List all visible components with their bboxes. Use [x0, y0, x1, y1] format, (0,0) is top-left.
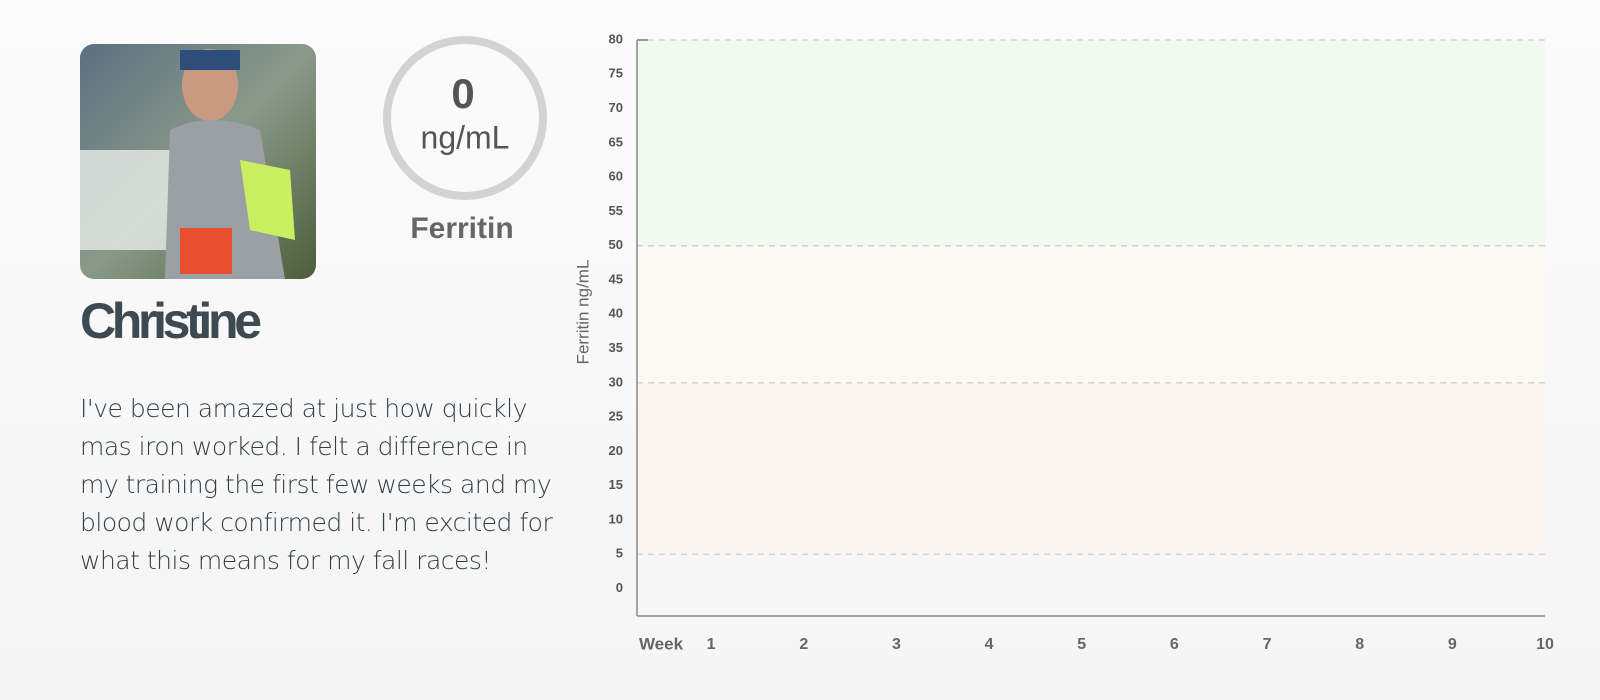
x-axis-label: Week — [639, 634, 684, 653]
range-band — [637, 40, 1545, 246]
y-tick-label: 25 — [609, 409, 623, 424]
range-band — [637, 245, 1545, 383]
x-tick-label: 9 — [1448, 636, 1457, 653]
y-tick-label: 40 — [609, 306, 623, 321]
y-tick-label: 10 — [609, 511, 623, 526]
y-tick-label: 15 — [609, 477, 623, 492]
x-tick-label: 3 — [892, 636, 901, 653]
y-tick-label: 75 — [609, 66, 623, 81]
y-tick-label: 20 — [609, 443, 623, 458]
y-tick-label: 65 — [609, 134, 623, 149]
y-tick-label: 70 — [609, 100, 623, 115]
gauge-ring — [383, 36, 547, 200]
y-tick-label: 30 — [609, 374, 623, 389]
quote: I've been amazed at just how quickly mas… — [80, 394, 553, 575]
range-band — [637, 382, 1545, 555]
gauge-value: 0 — [451, 70, 474, 117]
x-tick-label: 1 — [707, 636, 716, 653]
y-tick-label: 0 — [616, 580, 623, 595]
gauge-label: Ferritin — [410, 212, 513, 245]
y-tick-label: 80 — [609, 31, 623, 46]
x-tick-label: 5 — [1077, 636, 1086, 653]
x-tick-label: 6 — [1170, 636, 1179, 653]
x-tick-label: 2 — [799, 636, 808, 653]
photo — [80, 44, 316, 279]
y-tick-label: 5 — [616, 546, 623, 561]
x-tick-label: 8 — [1355, 636, 1364, 653]
y-tick-label: 55 — [609, 203, 623, 218]
x-tick-label: 7 — [1263, 636, 1272, 653]
y-tick-label: 60 — [609, 169, 623, 184]
x-tick-label: 10 — [1536, 636, 1554, 653]
y-tick-label: 35 — [609, 340, 623, 355]
y-tick-label: 50 — [609, 237, 623, 252]
gauge-unit: ng/mL — [421, 119, 510, 155]
x-tick-label: 4 — [985, 636, 994, 653]
y-axis-label: Ferritin ng/mL — [573, 260, 592, 365]
profile-name: Christine — [80, 293, 262, 349]
y-tick-label: 45 — [609, 271, 623, 286]
